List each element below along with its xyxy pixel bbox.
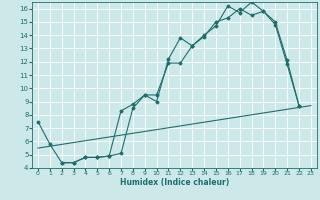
X-axis label: Humidex (Indice chaleur): Humidex (Indice chaleur) xyxy=(120,178,229,187)
